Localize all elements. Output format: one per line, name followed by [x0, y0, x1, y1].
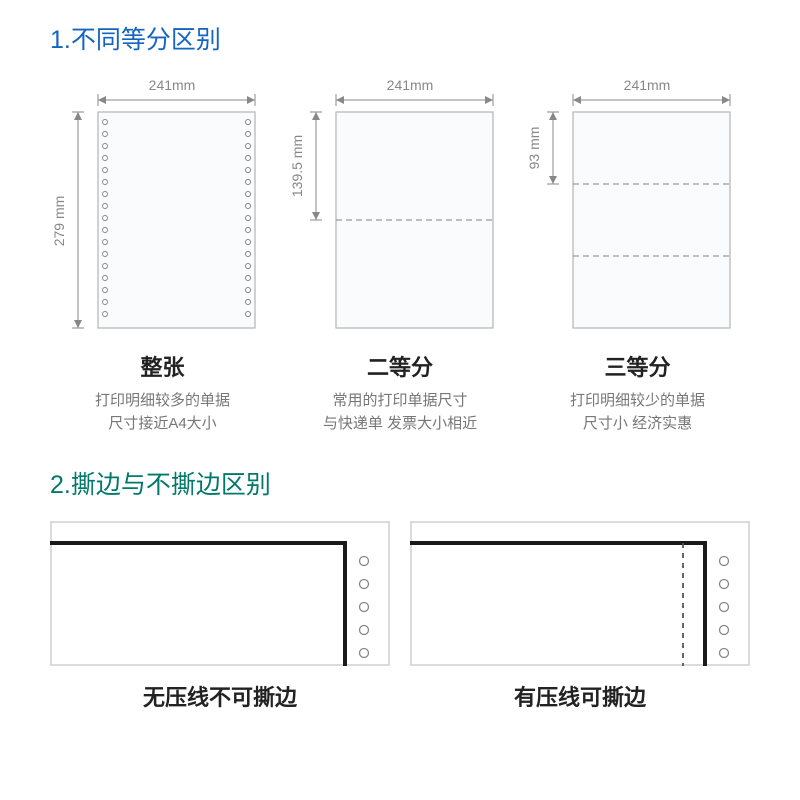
- paper-col-third: 241mm 93 mm 三等分 打印明细较少的单据: [525, 76, 750, 435]
- width-label: 241mm: [386, 77, 433, 93]
- desc-line: 尺寸小 经济实惠: [570, 413, 705, 436]
- div-height-label: 139.5 mm: [289, 135, 305, 197]
- edge-figure-no-perf: [50, 521, 390, 666]
- paper-desc-third: 打印明细较少的单据 尺寸小 经济实惠: [570, 390, 705, 435]
- desc-line: 常用的打印单据尺寸: [323, 390, 477, 413]
- edge-row: 无压线不可撕边 有压线可撕边: [50, 521, 750, 712]
- width-label: 241mm: [624, 77, 671, 93]
- paper-desc-full: 打印明细较多的单据 尺寸接近A4大小: [95, 390, 230, 435]
- paper-title-half: 二等分: [367, 350, 433, 382]
- paper-desc-half: 常用的打印单据尺寸 与快递单 发票大小相近: [323, 390, 477, 435]
- desc-line: 尺寸接近A4大小: [95, 413, 230, 436]
- desc-line: 打印明细较少的单据: [570, 390, 705, 413]
- paper-row: 241mm 279 mm: [50, 76, 750, 435]
- paper-col-half: 241mm 139.5 mm 二等分 常用的打印单据尺寸 与快递单: [288, 76, 513, 435]
- section1-title: 1.不同等分区别: [50, 20, 750, 56]
- edge-figure-perf: [410, 521, 750, 666]
- paper-title-full: 整张: [140, 350, 184, 382]
- section2-title: 2.撕边与不撕边区别: [50, 465, 750, 501]
- paper-figure-full: 241mm 279 mm: [50, 76, 275, 336]
- desc-line: 与快递单 发票大小相近: [323, 413, 477, 436]
- width-label: 241mm: [149, 77, 196, 93]
- edge-title-perf: 有压线可撕边: [514, 680, 646, 712]
- paper-title-third: 三等分: [604, 350, 670, 382]
- desc-line: 打印明细较多的单据: [95, 390, 230, 413]
- paper-figure-third: 241mm 93 mm: [525, 76, 750, 336]
- div-height-label: 93 mm: [526, 127, 542, 170]
- paper-col-full: 241mm 279 mm: [50, 76, 275, 435]
- edge-title-no-perf: 无压线不可撕边: [143, 680, 297, 712]
- height-label: 279 mm: [51, 196, 67, 247]
- paper-figure-half: 241mm 139.5 mm: [288, 76, 513, 336]
- edge-col-no-perf: 无压线不可撕边: [50, 521, 390, 712]
- edge-col-perf: 有压线可撕边: [410, 521, 750, 712]
